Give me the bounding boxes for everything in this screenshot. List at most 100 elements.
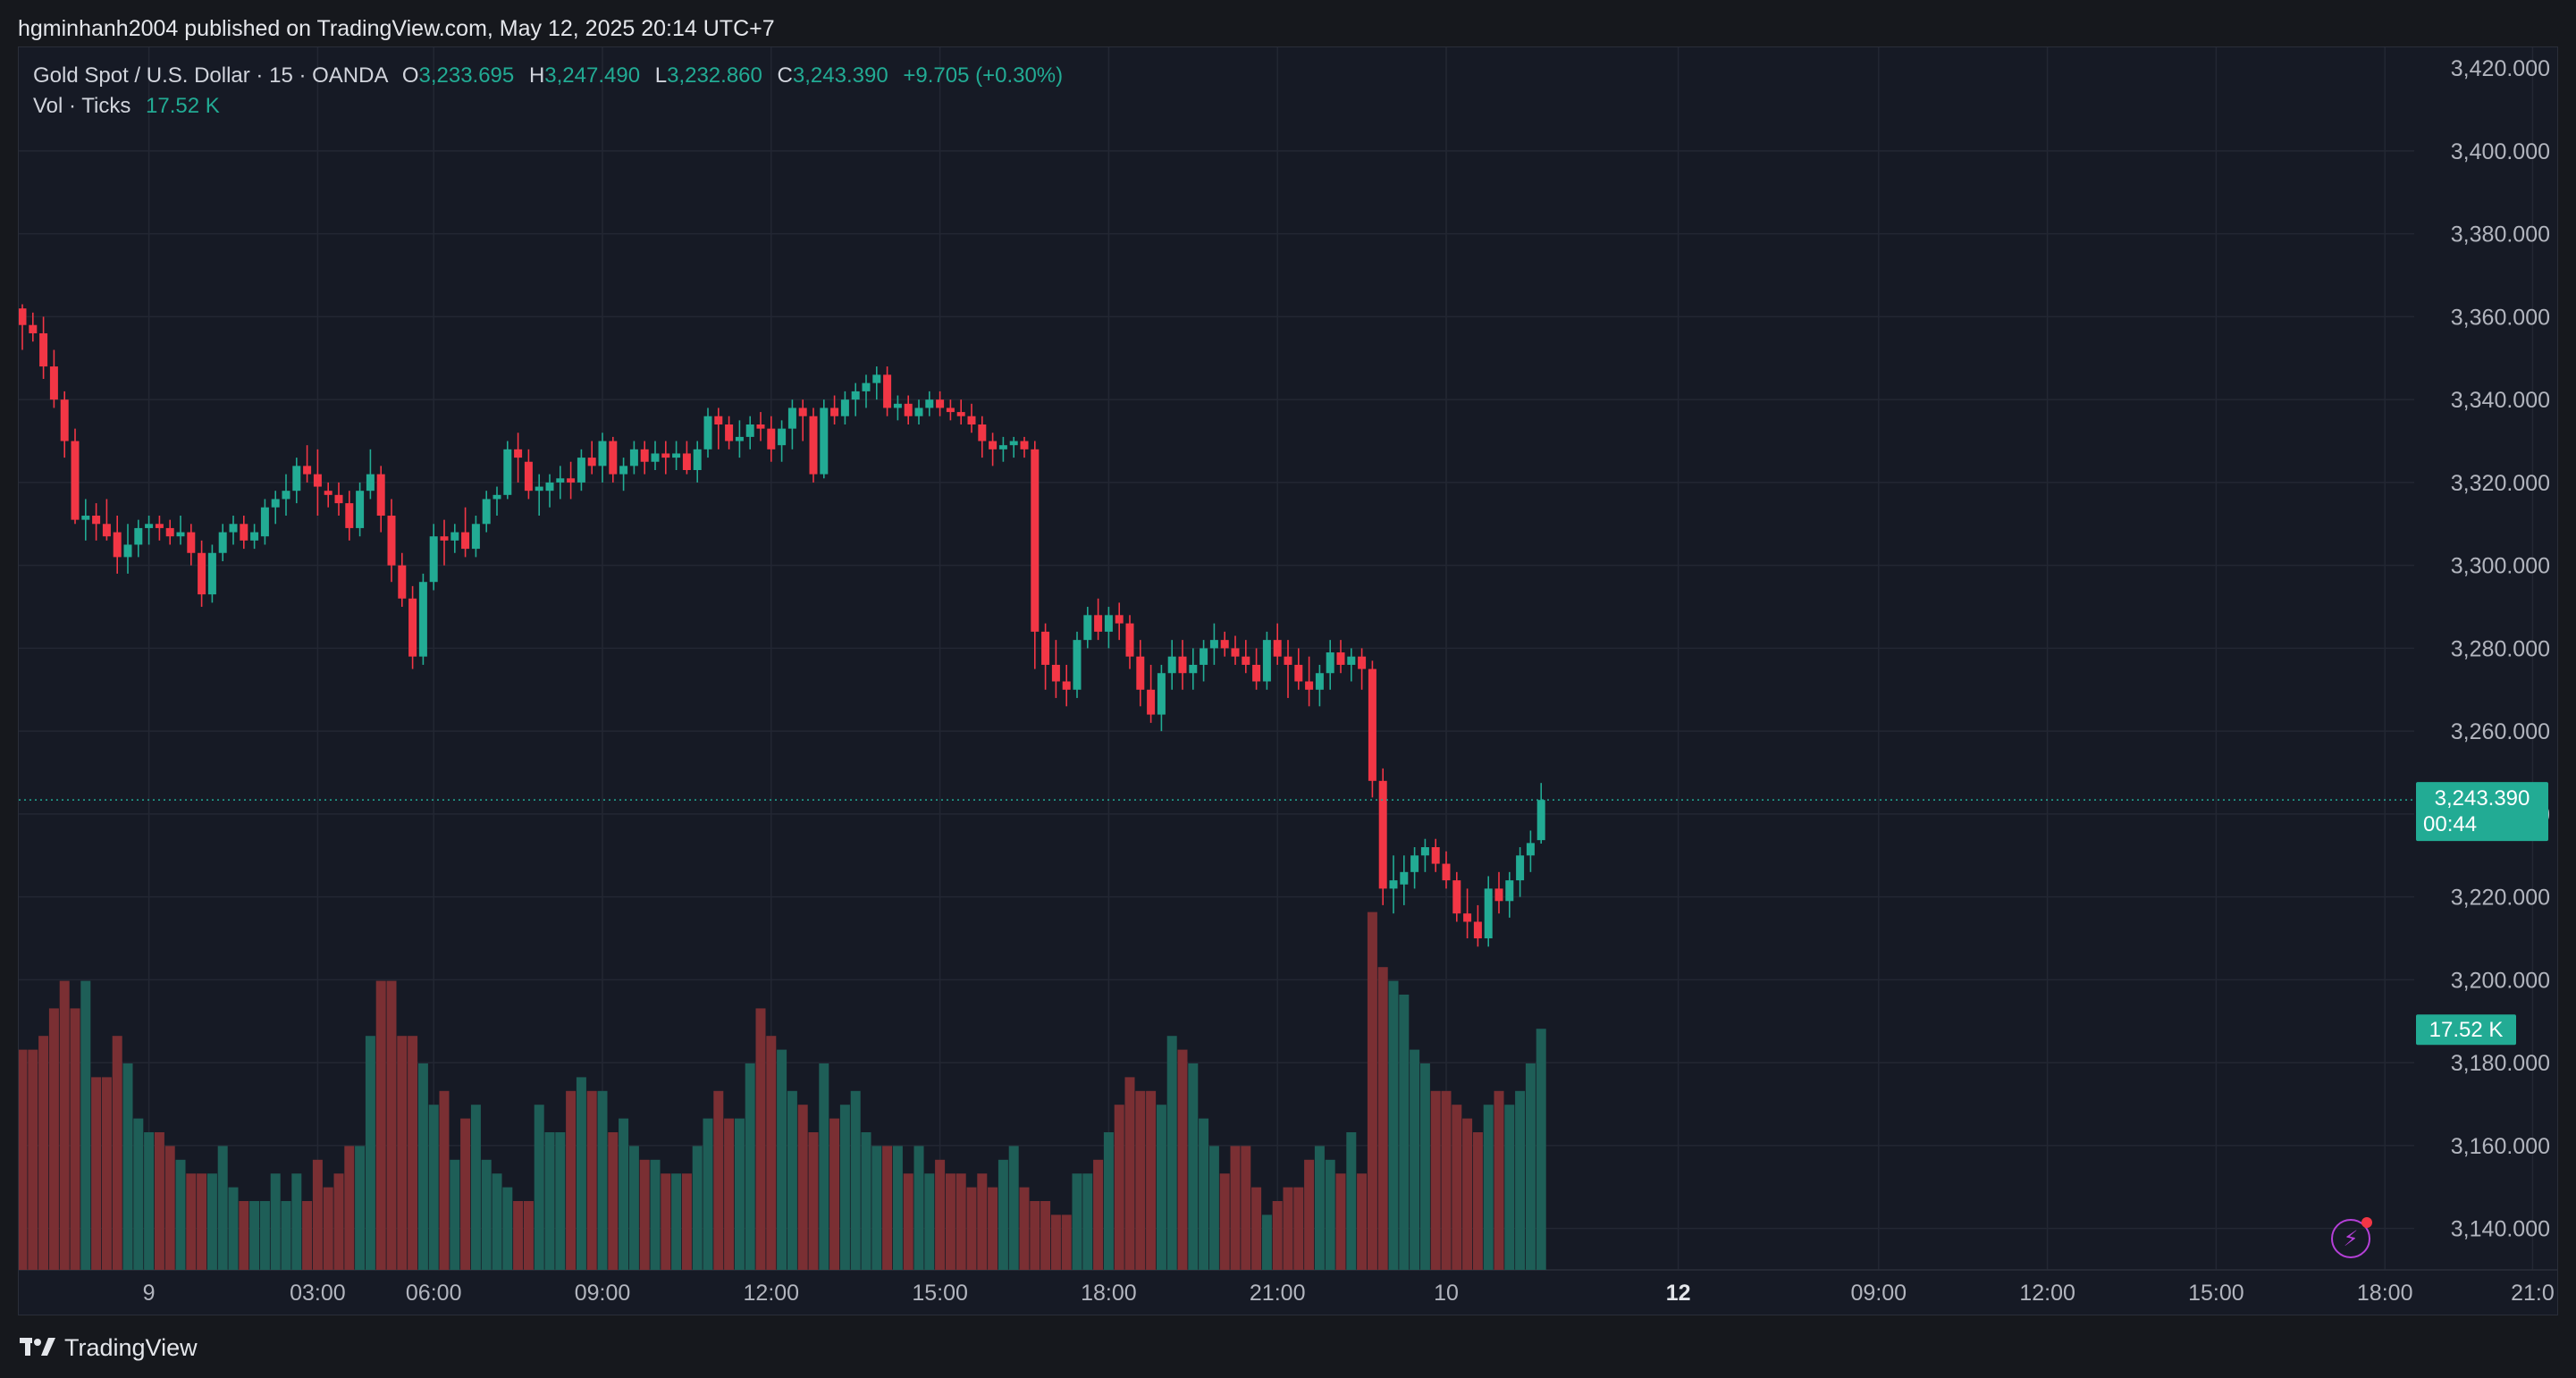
volume-bar [249,1201,260,1270]
candle-body [587,458,596,466]
y-tick-label: 3,340.000 [2451,388,2550,413]
candle-body [1041,631,1050,665]
candle-body [978,424,987,441]
high-value: 3,247.490 [544,63,641,88]
candle-body [1347,656,1356,665]
volume-bar [1030,1201,1040,1270]
footer-brand[interactable]: TradingView [20,1332,198,1364]
low-value: 3,232.860 [667,63,762,88]
candle-body [1273,640,1282,657]
x-tick-label: 10 [1434,1281,1459,1306]
candle-body [1358,656,1367,669]
volume-bar [1061,1214,1072,1270]
candle-body [471,524,480,550]
volume-bar [1261,1214,1272,1270]
volume-bar [1093,1159,1104,1270]
candlestick-chart[interactable]: 3,140.000 3,160.000 3,180.000 3,200.000 3,22… [19,47,2558,1315]
published-by-header: hgminhanh2004 published on TradingView.c… [18,16,775,41]
volume-bar [1388,980,1399,1270]
candle-body [524,461,533,492]
candle-body [29,324,38,333]
volume-bar [913,1146,924,1270]
candle-body [376,474,385,517]
candle-body [735,436,744,441]
flash-alert-button[interactable]: ⚡ [2331,1217,2372,1258]
x-tick-label: 12:00 [2019,1281,2075,1306]
volume-bar [861,1132,871,1270]
volume-bar [1019,1187,1030,1270]
candle-body [672,453,681,458]
volume-label[interactable]: Vol · Ticks [33,94,131,118]
price-badge-countdown: 00:44 [2423,812,2477,836]
candle-body [545,482,554,492]
volume-bar [375,980,386,1270]
volume-bar [70,1008,80,1270]
candle-body [313,474,322,487]
candle-body [1516,855,1525,881]
volume-bar [671,1173,682,1270]
symbol-label[interactable]: Gold Spot / U.S. Dollar · 15 · OANDA [33,63,388,88]
candle-body [598,441,607,466]
volume-bar [502,1187,513,1270]
candle-body [967,416,976,424]
candle-body [682,453,691,471]
open-label: O [401,63,419,88]
volume-bar [344,1146,355,1270]
candle-body [345,503,354,528]
candle-body [92,516,101,525]
candle-body [1326,652,1334,674]
volume-bar [903,1173,913,1270]
candle-body [1505,880,1514,902]
candle-body [1305,681,1314,690]
volume-bar [555,1132,566,1270]
volume-bar [628,1146,639,1270]
volume-bar [417,1063,428,1270]
candle-body [830,408,839,416]
volume-bar [819,1063,829,1270]
y-tick-label-partial: 3,420.000 [2451,56,2550,81]
candle-body [1284,656,1292,665]
volume-bar [101,1077,112,1270]
grid [19,47,2557,1271]
candle-body [1252,664,1261,682]
volume-bar [1272,1201,1283,1270]
candle-body [1420,846,1429,856]
volume-bar [1377,967,1388,1270]
volume-bar [734,1118,745,1270]
candle-body [334,494,343,504]
candle-body [271,499,280,508]
volume-bar [492,1173,502,1270]
volume-bar [1536,1029,1546,1270]
volume-bar [302,1201,313,1270]
y-tick-label: 3,380.000 [2451,223,2550,248]
volume-bar [1357,1173,1368,1270]
candles [19,304,1545,947]
volume-bar [576,1077,586,1270]
x-tick-label: 12 [1666,1281,1691,1306]
candle-body [482,499,491,525]
candle-body [1262,640,1271,682]
candle-body [1062,681,1071,690]
candle-body [1336,652,1345,665]
x-tick-label: 06:00 [406,1281,462,1306]
volume-bar [1199,1118,1209,1270]
volume-bar [650,1159,661,1270]
volume-bar [924,1173,935,1270]
candle-body [1189,664,1198,674]
price-axis: 3,140.000 3,160.000 3,180.000 3,200.000 3,22… [2451,56,2550,1241]
candle-body [207,552,216,595]
candle-body [49,366,58,400]
volume-bar [439,1090,450,1270]
candle-body [1431,846,1440,864]
volume-bar [1072,1173,1082,1270]
candle-body [429,536,438,583]
candle-body [651,453,660,462]
chart-pane[interactable]: 3,140.000 3,160.000 3,180.000 3,200.000 3,22… [18,46,2558,1315]
volume-bar [597,1090,608,1270]
candle-body [1125,623,1134,657]
time-axis: 9 03:00 06:00 09:00 12:00 15:00 18:00 21:00 10 12… [143,1281,2555,1306]
volume-bar [19,1049,28,1270]
volume-bar [291,1173,302,1270]
candle-body [883,374,892,408]
candle-body [714,416,723,424]
